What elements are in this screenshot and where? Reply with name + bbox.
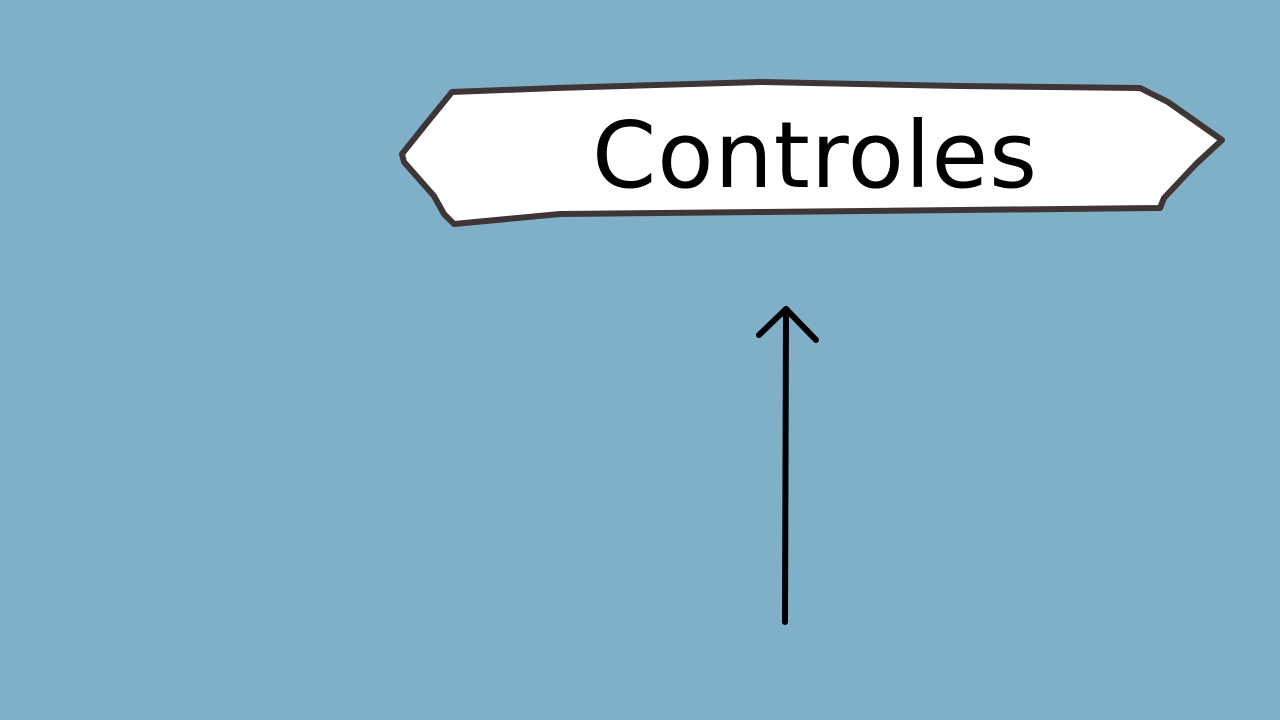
arrow-up-icon xyxy=(756,306,819,625)
